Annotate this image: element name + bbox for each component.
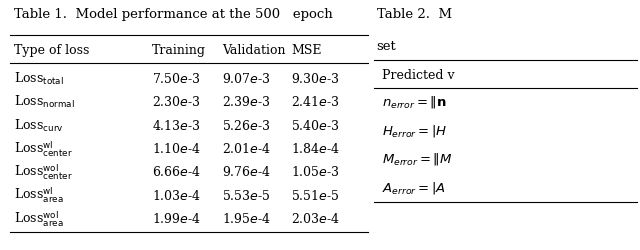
Text: 9.76$e$-4: 9.76$e$-4 [221, 165, 271, 179]
Text: set: set [376, 40, 396, 53]
Text: Loss$^{\rm wol}_{\rm center}$: Loss$^{\rm wol}_{\rm center}$ [13, 162, 72, 182]
Text: Type of loss: Type of loss [13, 44, 89, 57]
Text: 2.30$e$-3: 2.30$e$-3 [152, 95, 201, 109]
Text: Table 2.  M: Table 2. M [376, 8, 452, 20]
Text: 9.07$e$-3: 9.07$e$-3 [221, 72, 271, 86]
Text: Predicted v: Predicted v [382, 68, 454, 82]
Text: Loss$_{\rm normal}$: Loss$_{\rm normal}$ [13, 94, 74, 110]
Text: MSE: MSE [291, 44, 321, 57]
Text: 1.95$e$-4: 1.95$e$-4 [221, 211, 271, 225]
Text: $A_{error} = |A$: $A_{error} = |A$ [382, 180, 446, 196]
Text: 6.66$e$-4: 6.66$e$-4 [152, 165, 201, 179]
Text: $H_{error} = |H$: $H_{error} = |H$ [382, 122, 447, 138]
Text: Training: Training [152, 44, 206, 57]
Text: Table 1.  Model performance at the 500   epoch: Table 1. Model performance at the 500 ep… [13, 8, 332, 20]
Text: 5.51$e$-5: 5.51$e$-5 [291, 188, 340, 202]
Text: 2.41$e$-3: 2.41$e$-3 [291, 95, 340, 109]
Text: 1.03$e$-4: 1.03$e$-4 [152, 188, 202, 202]
Text: 9.30$e$-3: 9.30$e$-3 [291, 72, 340, 86]
Text: 2.39$e$-3: 2.39$e$-3 [221, 95, 271, 109]
Text: 7.50$e$-3: 7.50$e$-3 [152, 72, 201, 86]
Text: 5.40$e$-3: 5.40$e$-3 [291, 118, 340, 132]
Text: $n_{error} = \|\mathbf{n}$: $n_{error} = \|\mathbf{n}$ [382, 93, 447, 109]
Text: 1.10$e$-4: 1.10$e$-4 [152, 142, 202, 156]
Text: 2.01$e$-4: 2.01$e$-4 [221, 142, 271, 156]
Text: 2.03$e$-4: 2.03$e$-4 [291, 211, 340, 225]
Text: 5.53$e$-5: 5.53$e$-5 [221, 188, 270, 202]
Text: Validation: Validation [221, 44, 285, 57]
Text: 1.99$e$-4: 1.99$e$-4 [152, 211, 202, 225]
Text: Loss$^{\rm wl}_{\rm center}$: Loss$^{\rm wl}_{\rm center}$ [13, 139, 72, 158]
Text: 1.84$e$-4: 1.84$e$-4 [291, 142, 340, 156]
Text: $M_{error} = \|\mathit{M}$: $M_{error} = \|\mathit{M}$ [382, 151, 452, 167]
Text: 1.05$e$-3: 1.05$e$-3 [291, 165, 340, 179]
Text: 5.26$e$-3: 5.26$e$-3 [221, 118, 270, 132]
Text: 4.13$e$-3: 4.13$e$-3 [152, 118, 201, 132]
Text: Loss$^{\rm wl}_{\rm area}$: Loss$^{\rm wl}_{\rm area}$ [13, 185, 63, 205]
Text: Loss$^{\rm wol}_{\rm area}$: Loss$^{\rm wol}_{\rm area}$ [13, 208, 63, 228]
Text: Loss$_{\rm total}$: Loss$_{\rm total}$ [13, 71, 64, 87]
Text: Loss$_{\rm curv}$: Loss$_{\rm curv}$ [13, 117, 63, 133]
